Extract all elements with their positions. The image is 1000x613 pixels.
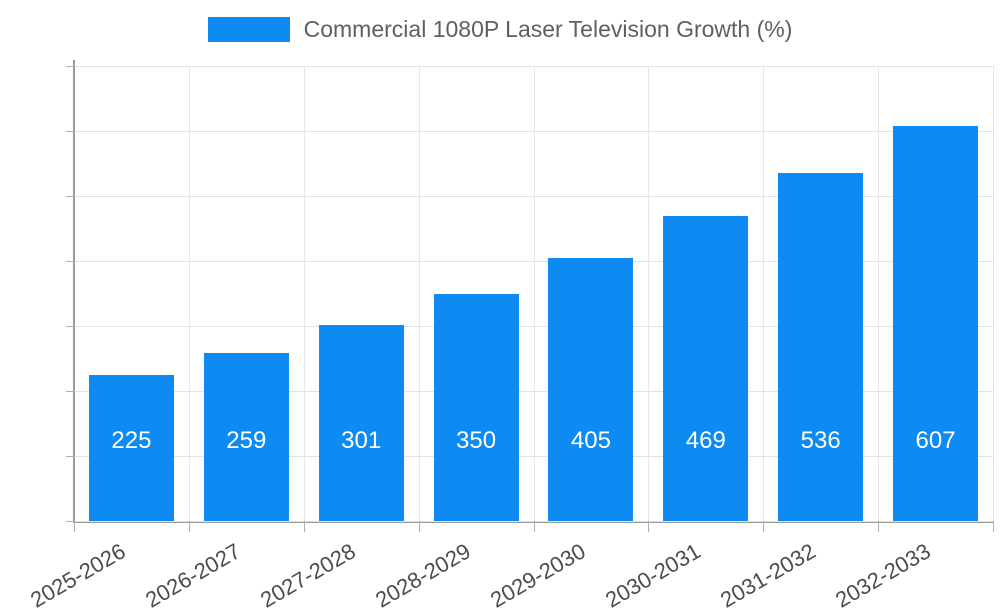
gridline-horizontal (74, 196, 993, 197)
bar-value-label: 259 (226, 427, 267, 454)
y-axis-tick-mark (66, 456, 75, 457)
bar-value-label: 301 (341, 427, 382, 454)
bar-column[interactable]: 469 (663, 66, 749, 521)
gridline-vertical (878, 66, 879, 521)
gridline-horizontal (74, 261, 993, 262)
x-axis-tick-mark (878, 521, 879, 532)
bar-value-label: 225 (111, 427, 152, 454)
y-axis-tick-mark (66, 66, 75, 67)
gridline-vertical (534, 66, 535, 521)
bar[interactable] (318, 325, 404, 521)
x-axis-tick-mark (534, 521, 535, 532)
bar-value-label: 607 (915, 427, 956, 454)
plot-area: 225 259 301 350 405 469 536 607 (74, 66, 994, 522)
gridline-vertical (763, 66, 764, 521)
bar-column[interactable]: 405 (548, 66, 634, 521)
y-axis-tick-mark (66, 391, 75, 392)
bar[interactable] (663, 216, 749, 521)
gridline-horizontal (74, 521, 993, 522)
x-axis-tick-mark (648, 521, 649, 532)
bar-value-label: 350 (456, 427, 497, 454)
y-axis-tick-mark (66, 131, 75, 132)
bar-column[interactable]: 536 (778, 66, 864, 521)
bar[interactable] (433, 293, 519, 521)
bar[interactable] (893, 126, 979, 521)
x-axis-tick-label: 2032-2033 (830, 538, 935, 613)
bar[interactable] (548, 257, 634, 521)
x-axis-tick-label: 2031-2032 (715, 538, 820, 613)
x-axis-tick-label: 2027-2028 (256, 538, 360, 613)
legend-entry[interactable]: Commercial 1080P Laser Television Growth… (207, 15, 793, 42)
gridline-horizontal (74, 391, 993, 392)
y-axis-tick-mark (66, 261, 75, 262)
bar-column[interactable]: 225 (88, 66, 174, 521)
bar[interactable] (203, 352, 289, 521)
gridline-vertical (419, 66, 420, 521)
bar-value-label: 405 (570, 427, 611, 454)
x-axis-tick-mark (419, 521, 420, 532)
y-axis-line (73, 60, 75, 523)
bar[interactable] (88, 374, 174, 521)
gridline-horizontal (74, 131, 993, 132)
x-axis-tick-label: 2030-2031 (600, 538, 705, 613)
gridline-vertical (304, 66, 305, 521)
x-axis-tick-mark (189, 521, 190, 532)
y-axis-tick-mark (66, 326, 75, 327)
gridline-vertical (648, 66, 649, 521)
bar[interactable] (778, 172, 864, 521)
bar-value-label: 536 (800, 427, 841, 454)
bar-column[interactable]: 607 (893, 66, 979, 521)
gridline-vertical (993, 66, 994, 521)
y-axis-tick-mark (66, 196, 75, 197)
legend-color-swatch-icon (207, 16, 290, 42)
gridline-horizontal (74, 66, 993, 67)
legend-label: Commercial 1080P Laser Television Growth… (303, 15, 793, 42)
gridline-horizontal (74, 456, 993, 457)
bar-column[interactable]: 259 (203, 66, 289, 521)
gridline-vertical (189, 66, 190, 521)
bar-column[interactable]: 350 (433, 66, 519, 521)
x-axis-tick-mark (74, 521, 75, 532)
x-axis-tick-label: 2026-2027 (141, 538, 246, 613)
x-axis-tick-label: 2029-2030 (486, 538, 590, 613)
gridline-horizontal (74, 326, 993, 327)
x-axis-tick-mark (304, 521, 305, 532)
x-axis-tick-label: 2028-2029 (371, 538, 475, 613)
bar-column[interactable]: 301 (318, 66, 404, 521)
x-axis-tick-mark (993, 521, 994, 532)
y-axis-tick-mark (66, 521, 75, 522)
bar-value-label: 469 (685, 427, 726, 454)
x-axis-tick-label: 2025-2026 (26, 538, 131, 613)
bar-chart: Commercial 1080P Laser Television Growth… (0, 12, 1000, 613)
x-axis-tick-mark (763, 521, 764, 532)
chart-legend: Commercial 1080P Laser Television Growth… (0, 12, 1000, 46)
